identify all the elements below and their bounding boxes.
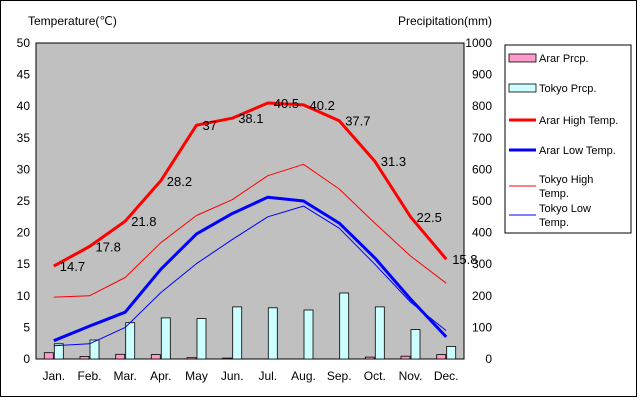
right-tick-label-4: 400	[472, 226, 492, 240]
legend-label-tokyo-low-temp-1: Temp.	[539, 217, 569, 229]
x-tick-label-6: Jul.	[258, 369, 277, 383]
bar-tokyo-prcp-5	[232, 306, 243, 360]
right-tick-label-8: 800	[472, 99, 492, 113]
legend-label-tokyo-prcp: Tokyo Prcp.	[539, 83, 596, 95]
legend-label-tokyo-high-temp-1: Temp.	[539, 188, 569, 200]
legend-label-tokyo-low-temp-0: Tokyo Low	[539, 203, 591, 215]
left-tick-label-10: 50	[17, 36, 31, 50]
x-tick-label-8: Sep.	[327, 369, 352, 383]
left-tick-label-1: 5	[23, 320, 30, 334]
x-tick-label-7: Aug.	[291, 369, 316, 383]
data-label-0: 14.7	[60, 259, 85, 274]
data-label-5: 38.1	[238, 111, 263, 126]
bar-arar-prcp-10	[400, 355, 411, 360]
bar-tokyo-prcp-4	[196, 318, 207, 360]
data-label-11: 15.8	[452, 252, 477, 267]
x-tick-label-4: May	[185, 369, 208, 383]
x-tick-label-1: Feb.	[77, 369, 101, 383]
left-tick-label-8: 40	[17, 99, 31, 113]
data-label-3: 28.2	[167, 174, 192, 189]
data-label-1: 17.8	[96, 240, 121, 255]
left-tick-label-3: 15	[17, 257, 31, 271]
left-tick-label-5: 25	[17, 194, 31, 208]
right-tick-label-6: 600	[472, 162, 492, 176]
legend: Arar Prcp. Tokyo Prcp. Arar High Temp. Arar…	[504, 44, 632, 234]
axes-layer: 0510152025303540455001002003004005006007…	[17, 36, 493, 383]
bars-layer	[43, 292, 457, 360]
data-label-9: 31.3	[381, 154, 406, 169]
right-tick-label-3: 300	[472, 257, 492, 271]
x-tick-label-9: Oct.	[364, 369, 386, 383]
data-labels-layer: 14.7 17.8 21.8 28.2 37 38.1 40.5 40.2 37.7 31.3 22…	[60, 96, 478, 274]
left-tick-label-4: 20	[17, 226, 31, 240]
bar-arar-prcp-1	[79, 356, 90, 360]
right-tick-label-10: 1000	[465, 36, 492, 50]
data-label-2: 21.8	[131, 214, 156, 229]
legend-swatch-tokyo-prcp	[508, 83, 537, 93]
x-tick-label-5: Jun.	[221, 369, 244, 383]
x-tick-label-2: Mar.	[114, 369, 137, 383]
data-label-8: 37.7	[345, 114, 370, 129]
bar-tokyo-prcp-2	[125, 322, 136, 360]
legend-swatch-arar-prcp	[508, 53, 537, 63]
data-label-7: 40.2	[310, 98, 335, 113]
line-arar-high-temp	[53, 101, 448, 268]
right-tick-label-0: 0	[485, 352, 492, 366]
left-tick-label-6: 30	[17, 162, 31, 176]
bar-tokyo-prcp-1	[89, 339, 100, 360]
right-axis-label: Precipitation(mm)	[398, 14, 492, 28]
legend-box	[504, 44, 632, 234]
bar-arar-prcp-9	[364, 356, 375, 360]
bar-arar-prcp-0	[43, 352, 54, 360]
line-tokyo-high-temp	[53, 163, 447, 298]
x-tick-label-3: Apr.	[150, 369, 171, 383]
legend-label-arar-prcp: Arar Prcp.	[539, 53, 589, 65]
bar-tokyo-prcp-7	[303, 309, 314, 360]
x-tick-label-11: Dec.	[434, 369, 459, 383]
right-tick-label-1: 100	[472, 320, 492, 334]
bar-arar-prcp-4	[186, 357, 197, 360]
legend-label-tokyo-high-temp-0: Tokyo High	[539, 174, 593, 186]
right-tick-label-5: 500	[472, 194, 492, 208]
bar-arar-prcp-11	[436, 354, 447, 360]
data-label-4: 37	[203, 118, 217, 133]
left-tick-label-0: 0	[23, 352, 30, 366]
bar-arar-prcp-3	[150, 354, 161, 360]
plot-area	[35, 42, 465, 360]
right-tick-label-2: 200	[472, 289, 492, 303]
line-tokyo-low-temp	[53, 205, 447, 347]
right-tick-label-7: 700	[472, 131, 492, 145]
bar-arar-prcp-5	[222, 357, 233, 360]
legend-label-arar-high-temp: Arar High Temp.	[539, 115, 618, 127]
bar-tokyo-prcp-10	[410, 329, 421, 360]
line-arar-low-temp	[53, 195, 448, 343]
bar-tokyo-prcp-6	[267, 307, 278, 360]
left-axis-label: Temperature(℃)	[28, 14, 117, 28]
bar-tokyo-prcp-11	[446, 345, 457, 360]
x-tick-label-0: Jan.	[42, 369, 65, 383]
bar-tokyo-prcp-3	[160, 317, 171, 360]
right-tick-label-9: 900	[472, 68, 492, 82]
lines-layer	[53, 101, 448, 347]
data-label-6: 40.5	[274, 96, 299, 111]
left-tick-label-9: 45	[17, 68, 31, 82]
legend-label-arar-low-temp: Arar Low Temp.	[539, 145, 616, 157]
bar-arar-prcp-2	[115, 353, 126, 360]
x-tick-label-10: Nov.	[399, 369, 423, 383]
bar-tokyo-prcp-0	[53, 343, 64, 360]
bar-tokyo-prcp-9	[374, 306, 385, 360]
left-tick-label-7: 35	[17, 131, 31, 145]
data-label-10: 22.5	[417, 210, 442, 225]
left-tick-label-2: 10	[17, 289, 31, 303]
bar-tokyo-prcp-8	[339, 292, 350, 360]
